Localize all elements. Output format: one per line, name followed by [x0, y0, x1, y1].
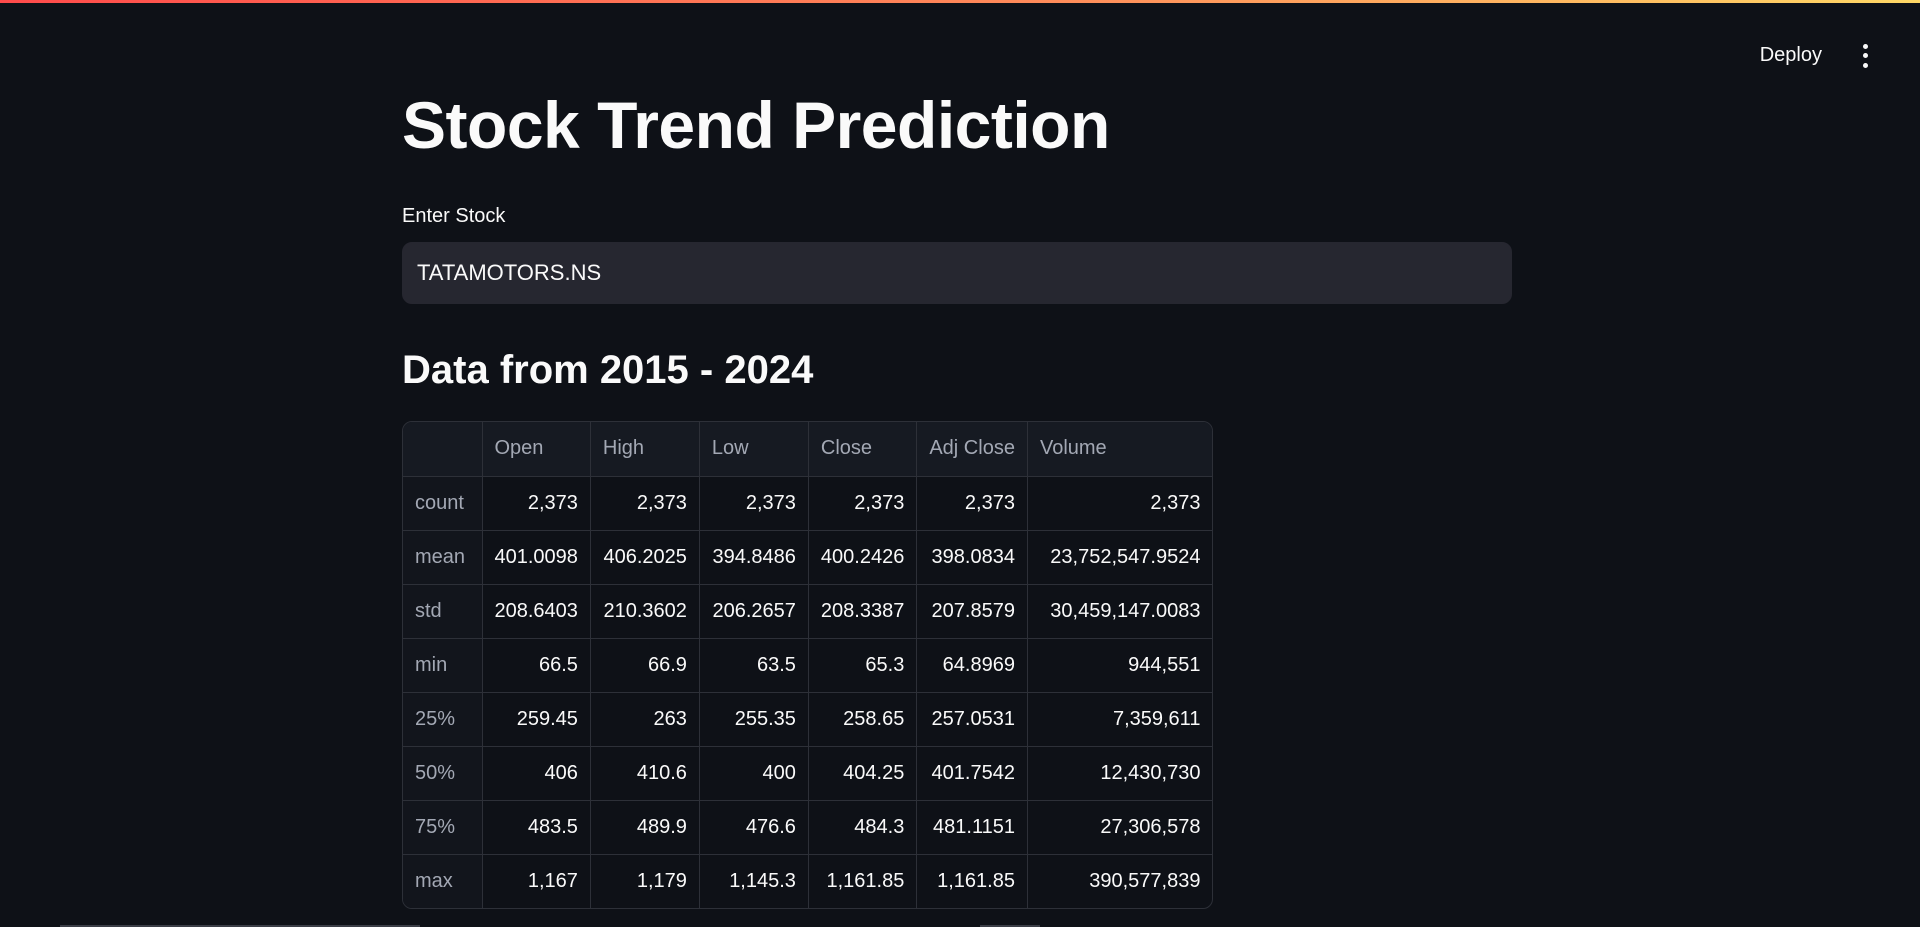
horizontal-scrollbar-thumb[interactable]: [980, 925, 1040, 927]
row-header: 25%: [403, 692, 483, 747]
table-cell[interactable]: 7,359,611: [1027, 692, 1213, 747]
column-header-high[interactable]: High: [590, 422, 700, 477]
data-table-container[interactable]: Open High Low Close Adj Close Volume cou…: [402, 421, 1214, 909]
dot-3: [1862, 62, 1868, 68]
table-cell[interactable]: 263: [590, 692, 700, 747]
table-cell[interactable]: 401.7542: [916, 746, 1028, 801]
app-toolbar: Deploy: [1754, 40, 1874, 71]
dot-1: [1862, 43, 1868, 49]
table-cell[interactable]: 65.3: [808, 638, 918, 693]
table-cell[interactable]: 1,161.85: [916, 854, 1028, 908]
page-title: Stock Trend Prediction: [402, 88, 1110, 162]
table-cell[interactable]: 390,577,839: [1089, 869, 1201, 892]
column-header-open[interactable]: Open: [482, 422, 591, 477]
table-row: std 208.6403 210.3602 206.2657 208.3387 207.8…: [403, 584, 1213, 639]
table-cell[interactable]: 1,161.85: [808, 854, 918, 908]
table-cell[interactable]: 484.3: [808, 800, 918, 855]
table-cell[interactable]: 27,306,578: [1027, 800, 1213, 855]
table-cell[interactable]: 12,430,730: [1027, 746, 1213, 801]
table-cell[interactable]: 23,752,547.9524: [1027, 530, 1213, 585]
table-row: 50% 406 410.6 400 404.25 401.7542 12,430,730: [403, 746, 1213, 801]
table-cell[interactable]: 406: [482, 746, 591, 801]
table-cell[interactable]: 206.2657: [699, 584, 809, 639]
table-cell[interactable]: 2,373: [808, 476, 918, 531]
table-cell[interactable]: 210.3602: [590, 584, 700, 639]
column-header-index[interactable]: [403, 422, 483, 477]
table-cell[interactable]: 63.5: [699, 638, 809, 693]
dot-2: [1862, 53, 1868, 58]
horizontal-scrollbar[interactable]: [60, 925, 420, 927]
row-header: std: [403, 584, 483, 639]
table-cell[interactable]: 410.6: [590, 746, 700, 801]
table-cell[interactable]: 483.5: [482, 800, 591, 855]
table-cell[interactable]: 208.3387: [808, 584, 918, 639]
table-cell[interactable]: 1,145.3: [699, 854, 809, 908]
table-row: min 66.5 66.9 63.5 65.3 64.8969 944,551: [403, 638, 1213, 693]
table-cell[interactable]: 2,373: [699, 476, 809, 531]
table-cell[interactable]: 944,551: [1027, 638, 1213, 693]
table-cell[interactable]: 401.0098: [482, 530, 591, 585]
table-cell[interactable]: 1,179: [590, 854, 700, 908]
table-header-row: Open High Low Close Adj Close Volume: [403, 422, 1213, 477]
table-cell[interactable]: 400.2426: [808, 530, 918, 585]
table-row: 25% 259.45 263 255.35 258.65 257.0531 7,359,61…: [403, 692, 1213, 747]
table-row: 75% 483.5 489.9 476.6 484.3 481.1151 27,306,57…: [403, 800, 1213, 855]
column-header-adj-close[interactable]: Adj Close: [916, 422, 1028, 477]
table-cell[interactable]: 64.8969: [916, 638, 1028, 693]
row-header: 75%: [403, 800, 483, 855]
table-cell[interactable]: 259.45: [482, 692, 591, 747]
table-cell[interactable]: 1,167: [482, 854, 591, 908]
row-header: mean: [403, 530, 483, 585]
table-row: count 2,373 2,373 2,373 2,373 2,373 2,373: [403, 476, 1213, 531]
vertical-ellipsis-icon[interactable]: [1856, 43, 1874, 68]
table-cell[interactable]: 66.5: [482, 638, 591, 693]
table-cell[interactable]: 406.2025: [590, 530, 700, 585]
table-cell[interactable]: 207.8579: [916, 584, 1028, 639]
table-cell[interactable]: 257.0531: [916, 692, 1028, 747]
table-cell[interactable]: 255.35: [699, 692, 809, 747]
table-cell[interactable]: 30,459,147.0083: [1027, 584, 1213, 639]
stock-input[interactable]: [402, 242, 1512, 304]
row-header: 50%: [403, 746, 483, 801]
column-header-volume[interactable]: Volume: [1027, 422, 1213, 477]
row-header: count: [403, 476, 483, 531]
table-cell[interactable]: 66.9: [590, 638, 700, 693]
table-cell[interactable]: 258.65: [808, 692, 918, 747]
table-cell[interactable]: 404.25: [808, 746, 918, 801]
column-header-close[interactable]: Close: [808, 422, 918, 477]
table-cell[interactable]: 2,373: [482, 476, 591, 531]
table-row: mean 401.0098 406.2025 394.8486 400.2426 398.…: [403, 530, 1213, 585]
row-header: max: [403, 854, 483, 908]
table-cell[interactable]: 2,373: [1027, 476, 1213, 531]
table-cell[interactable]: 398.0834: [916, 530, 1028, 585]
table-cell[interactable]: 400: [699, 746, 809, 801]
stock-input-label: Enter Stock: [402, 205, 506, 227]
top-decoration-stripe: [0, 0, 1920, 3]
table-cell[interactable]: 208.6403: [482, 584, 591, 639]
table-body: count 2,373 2,373 2,373 2,373 2,373 2,373 mean 4…: [403, 476, 1213, 908]
section-heading: Data from 2015 - 2024: [402, 348, 814, 392]
table-cell[interactable]: 481.1151: [916, 800, 1028, 855]
row-header: min: [403, 638, 483, 693]
table-row: max 1,167 1,179 1,145.3 1,161.85 1,161.85 390,…: [403, 854, 1212, 908]
data-table: Open High Low Close Adj Close Volume cou…: [403, 422, 1213, 908]
column-header-low[interactable]: Low: [699, 422, 809, 477]
deploy-button[interactable]: Deploy: [1754, 40, 1828, 71]
table-cell[interactable]: 2,373: [590, 476, 700, 531]
table-cell[interactable]: 489.9: [590, 800, 700, 855]
table-cell[interactable]: 2,373: [916, 476, 1028, 531]
table-cell[interactable]: 394.8486: [699, 530, 809, 585]
table-cell[interactable]: 476.6: [699, 800, 809, 855]
